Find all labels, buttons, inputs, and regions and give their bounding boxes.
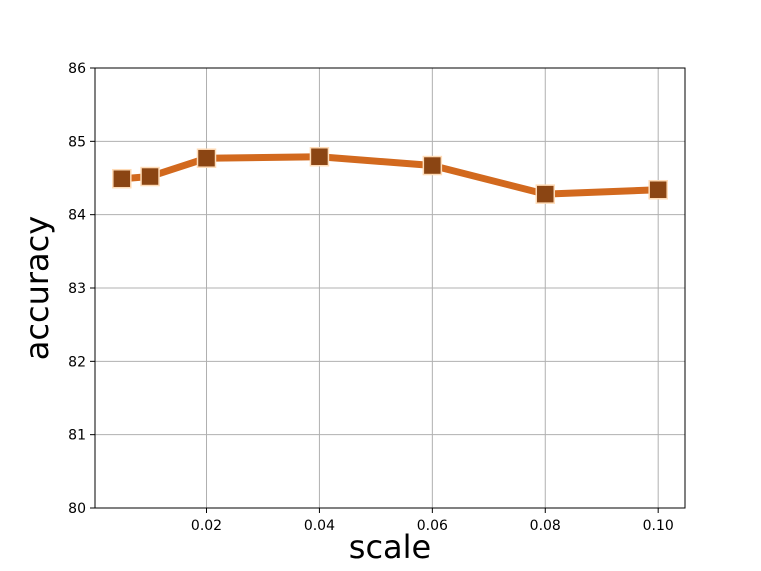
y-tick-label: 86 (68, 61, 86, 77)
y-tick-label: 81 (68, 428, 86, 444)
x-axis-title: scale (349, 528, 431, 566)
y-tick-label: 80 (68, 501, 86, 517)
x-tick-label: 0.10 (643, 518, 674, 534)
y-tick-label: 85 (68, 134, 86, 150)
marker (422, 155, 443, 176)
x-tick-label: 0.02 (191, 518, 222, 534)
marker (196, 148, 217, 168)
y-tick-label: 84 (68, 208, 86, 224)
plot-frame (94, 67, 686, 509)
x-tick-label: 0.06 (417, 518, 448, 534)
marker (535, 184, 556, 204)
x-tick-label: 0.08 (530, 518, 561, 534)
y-tick-label: 82 (68, 354, 86, 370)
marker (648, 179, 668, 200)
marker (140, 166, 160, 187)
x-tick-label: 0.04 (304, 518, 335, 534)
y-axis-title: accuracy (18, 216, 56, 360)
y-tick-label: 83 (68, 281, 86, 297)
marker (112, 168, 132, 189)
marker (309, 146, 330, 167)
